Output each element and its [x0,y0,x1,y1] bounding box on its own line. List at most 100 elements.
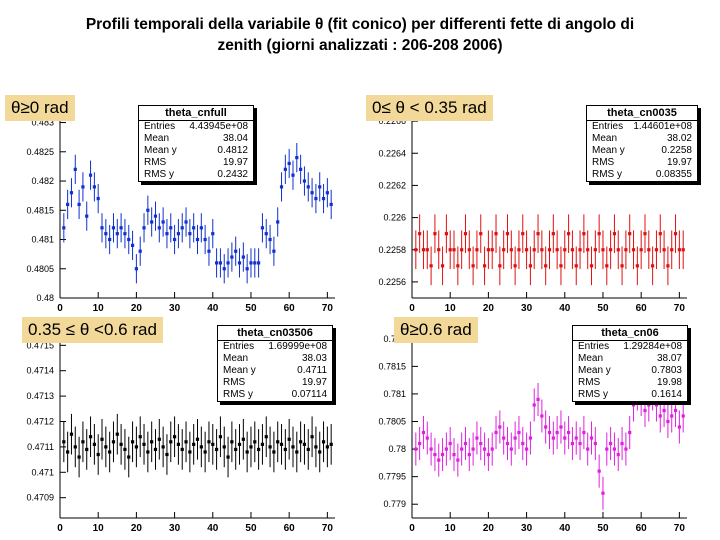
data-point [517,430,521,435]
data-point [460,248,464,252]
data-point [421,430,426,435]
data-point [620,264,624,268]
data-point [547,248,552,252]
stats-row-rms: RMS 19.97 [592,157,692,168]
data-point [130,440,135,444]
stats-row-rms-y: RMS y 0.08355 [592,169,692,180]
data-point [448,441,452,446]
data-point [222,445,226,449]
x-tick-label: 20 [483,523,495,534]
x-axis-label: h [678,534,683,535]
data-point [230,440,234,444]
data-point [211,232,215,236]
data-point [245,267,249,271]
y-tick-label: 0.78 [388,444,406,454]
data-point [318,450,322,454]
x-tick-label: 70 [674,523,686,534]
stats-row-rms: RMS 19.97 [144,157,248,168]
data-point [234,249,238,253]
data-point [146,208,150,212]
data-point [597,469,601,473]
stats-name: theta_cnfull [139,106,253,121]
y-tick-label: 0.2264 [378,148,406,158]
data-point [425,436,429,440]
data-point [513,264,517,268]
data-point [115,232,119,236]
data-point [555,248,559,252]
data-point [452,452,456,457]
x-tick-label: 40 [559,523,571,534]
data-point [601,491,605,495]
data-point [127,237,131,242]
stats-row-mean-y: Mean y 0.4812 [144,145,248,156]
y-tick-label: 0.2266 [378,116,406,126]
data-point [509,248,513,252]
data-point [452,248,456,252]
plot-theta-035-06: 0 10 20 30 40 50 60 70h 0.4709 0.471 0.4711 0.4712 0… [26,325,335,535]
data-point [433,232,437,236]
stats-row-mean-y: Mean y 0.4711 [223,365,327,376]
data-point [544,264,548,268]
data-point [551,436,555,440]
x-tick-label: 30 [521,303,533,314]
data-point [188,232,192,236]
data-point [276,220,280,224]
data-point [329,202,333,207]
data-point [429,447,433,451]
data-point [658,414,662,418]
x-tick-label: 40 [207,523,219,534]
data-point [165,452,169,457]
data-point [302,442,307,446]
data-point [153,214,158,218]
data-point [586,447,590,451]
data-point [612,447,617,451]
stats-row-rms-y: RMS y 0.07114 [223,389,327,400]
stats-name: theta_cn0035 [587,106,697,121]
y-tick-label: 0.4711 [27,442,54,452]
x-tick-label: 40 [207,303,219,314]
data-point [437,458,441,462]
y-tick-label: 0.779 [383,499,406,509]
y-tick-label: 0.4825 [26,147,54,157]
data-point [628,430,632,435]
x-tick-label: 10 [445,523,457,534]
data-point [119,442,123,446]
data-point [188,450,192,454]
x-axis-label: h [326,534,331,535]
data-point [73,167,77,171]
data-point [249,445,253,449]
data-point [536,232,540,236]
data-point [260,442,265,446]
data-point [276,440,280,444]
data-point [673,232,678,236]
data-point [513,436,517,440]
y-tick-label: 0.48 [36,293,54,303]
data-point [666,419,670,424]
data-point [295,450,299,454]
data-point [490,447,494,451]
y-tick-label: 0.2262 [378,180,406,190]
data-point [555,430,559,435]
x-tick-label: 70 [322,303,334,314]
data-point [414,248,418,252]
data-point [287,437,291,441]
data-point [566,232,571,236]
x-tick-label: 40 [559,303,571,314]
data-point [651,264,655,268]
data-point [111,440,116,444]
data-point [418,232,422,236]
y-tick-label: 0.2258 [378,245,406,255]
data-point [295,156,299,160]
data-point [195,237,200,242]
data-point [318,185,322,189]
data-point [616,452,620,457]
data-point [62,226,66,230]
data-point [287,161,291,166]
data-point [463,441,468,446]
data-point [563,248,567,252]
data-point [222,267,226,271]
data-point [647,403,651,407]
data-point [593,441,597,446]
stats-row-rms-y: RMS y 0.2432 [144,169,248,180]
plot-theta-full: 0 10 20 30 40 50 60 70h 0.48 0.4805 0.481 0.4815 0.4… [26,105,335,315]
